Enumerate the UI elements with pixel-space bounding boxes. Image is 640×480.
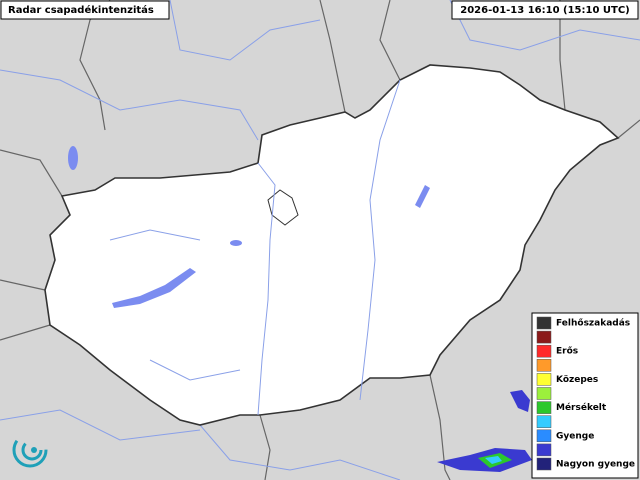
- legend-label: Erős: [556, 347, 578, 357]
- legend-swatch: [536, 429, 552, 443]
- title: Radar csapadékintenzitás: [8, 4, 154, 16]
- title-box: [0, 0, 170, 20]
- legend-label: Nagyon gyenge: [556, 460, 635, 470]
- legend-label: Felhőszakadás: [556, 319, 630, 329]
- legend-label: Mérsékelt: [556, 402, 607, 413]
- legend-swatch: [536, 373, 552, 386]
- legend-swatch: [536, 457, 552, 471]
- velence: [230, 240, 242, 246]
- rivers-hungary: [109, 79, 401, 416]
- hungary: [44, 64, 620, 426]
- legend-label: Gyenge: [556, 431, 594, 441]
- legend-swatch: [536, 316, 552, 330]
- legend-swatch: [536, 443, 552, 457]
- radar-echoes: [437, 390, 532, 472]
- legend: Felhőszakadás Erős Közepes Mérsékelt Gyenge N…: [536, 316, 635, 471]
- legend-swatch: [536, 401, 552, 414]
- lakes: [68, 146, 430, 308]
- neusiedl: [68, 146, 78, 170]
- timestamp-box: [451, 0, 639, 20]
- balaton: [112, 268, 196, 308]
- legend-label: Közepes: [556, 375, 598, 385]
- logo: [12, 432, 48, 468]
- timestamp: 2026-01-13 16:10 (15:10 UTC): [460, 5, 630, 16]
- legend-swatch: [536, 330, 552, 344]
- tisza-lake: [415, 185, 430, 208]
- legend-swatch: [536, 359, 552, 372]
- legend-swatch: [536, 415, 552, 428]
- legend-swatch: [536, 387, 552, 400]
- legend-swatch: [536, 344, 552, 358]
